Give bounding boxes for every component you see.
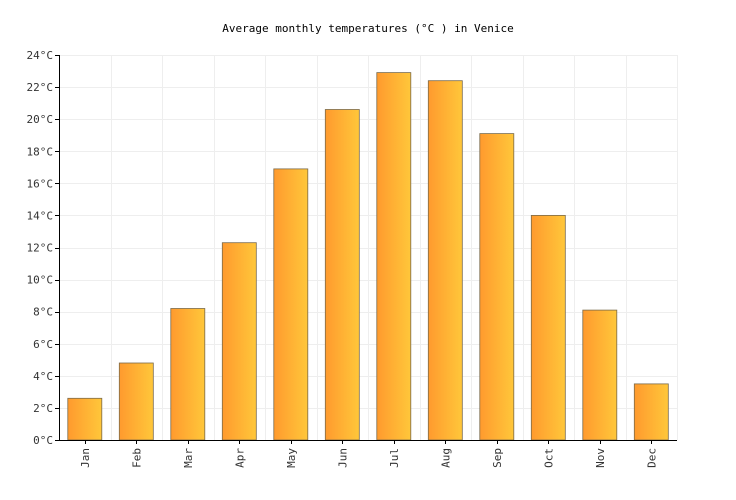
- bar-jul: [376, 72, 412, 441]
- y-tick-label: 6°C: [33, 338, 53, 351]
- bar-apr: [221, 242, 257, 441]
- y-tick-label: 24°C: [27, 49, 54, 62]
- y-tick-label: 12°C: [27, 242, 54, 255]
- axes: [55, 55, 677, 444]
- bar-aug: [427, 80, 463, 441]
- bar-may: [273, 168, 309, 441]
- y-tick-label: 14°C: [27, 209, 54, 222]
- y-tick-label: 2°C: [33, 402, 53, 415]
- y-tick-label: 0°C: [33, 434, 53, 447]
- x-tick-label-jun: Jun: [336, 448, 349, 468]
- y-tick-label: 16°C: [27, 177, 54, 190]
- y-tick-labels: 0°C 2°C 4°C 6°C 8°C 10°C 12°C 14°C 16°C 18°C 20°C 2…: [27, 49, 54, 447]
- y-tick-label: 10°C: [27, 274, 54, 287]
- bar-feb: [118, 362, 154, 441]
- x-tick-label-aug: Aug: [439, 448, 452, 468]
- x-tick-label-sep: Sep: [491, 448, 504, 468]
- x-tick-label-mar: Mar: [182, 448, 195, 468]
- chart-title: Average monthly temperatures (°C ) in Ve…: [222, 22, 513, 35]
- bar-oct: [530, 214, 566, 441]
- y-tick-label: 18°C: [27, 145, 54, 158]
- x-tick-labels: Jan Feb Mar Apr May Jun Jul Aug Sep Oct Nov Dec: [79, 448, 659, 468]
- y-tick-label: 20°C: [27, 113, 54, 126]
- y-tick-label: 22°C: [27, 81, 54, 94]
- bar-jan: [67, 397, 103, 441]
- bar-sep: [479, 133, 515, 441]
- bar-nov: [582, 309, 618, 441]
- bar-mar: [170, 308, 206, 441]
- bar-jun: [324, 109, 360, 441]
- y-tick-label: 8°C: [33, 306, 53, 319]
- bar-dec: [633, 383, 669, 441]
- x-tick-label-oct: Oct: [542, 448, 555, 468]
- x-tick-label-jul: Jul: [388, 448, 401, 468]
- x-tick-label-feb: Feb: [130, 448, 143, 468]
- x-tick-label-nov: Nov: [594, 448, 607, 468]
- x-tick-label-jan: Jan: [79, 448, 92, 468]
- y-tick-label: 4°C: [33, 370, 53, 383]
- x-tick-label-dec: Dec: [645, 448, 658, 468]
- x-tick-label-may: May: [285, 448, 298, 468]
- x-tick-label-apr: Apr: [233, 448, 246, 468]
- bars: [67, 72, 669, 441]
